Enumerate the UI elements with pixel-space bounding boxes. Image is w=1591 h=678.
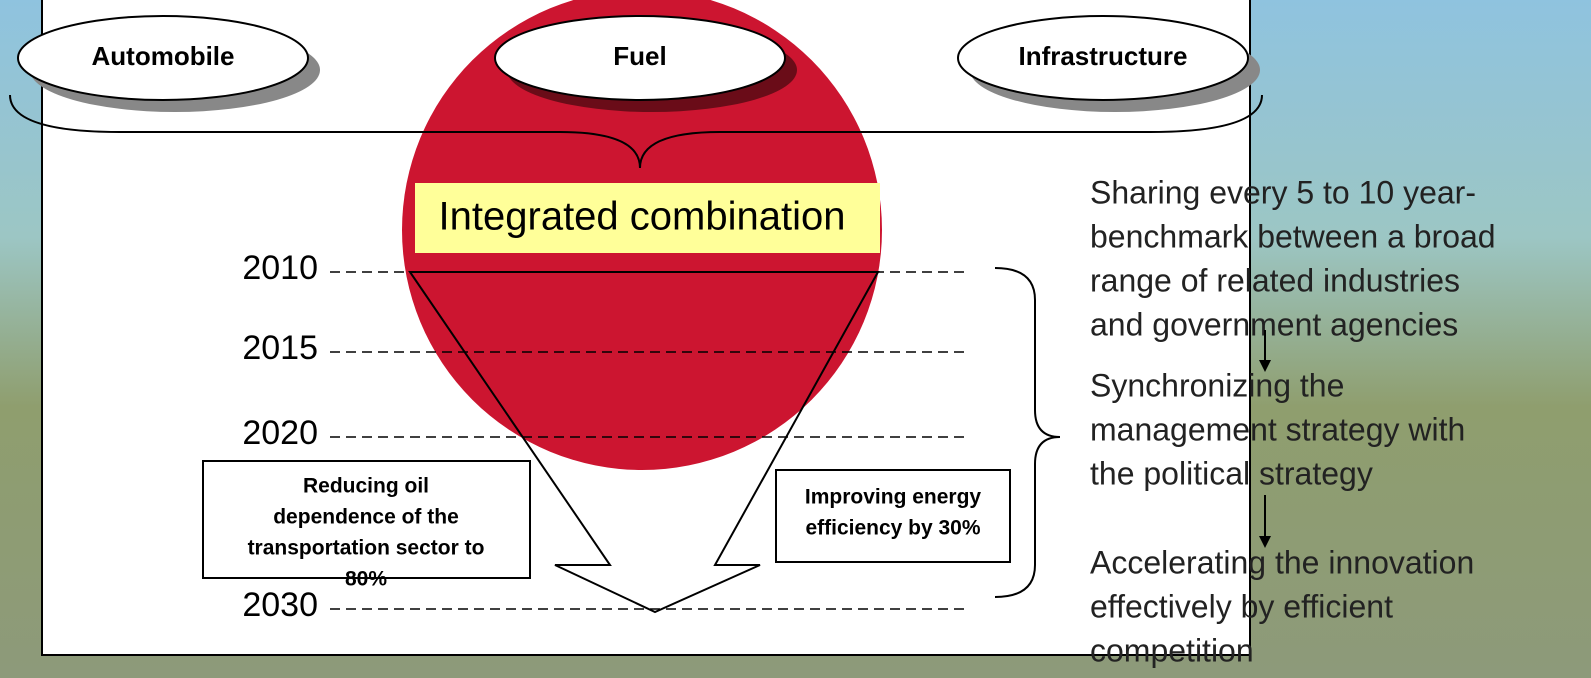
step-arrows bbox=[1259, 330, 1271, 548]
step-text: the political strategy bbox=[1090, 455, 1373, 491]
oval bbox=[957, 15, 1249, 101]
top-brace bbox=[9, 94, 1263, 169]
goal-box bbox=[202, 460, 531, 579]
year-label: 2015 bbox=[242, 329, 318, 367]
step-text: Synchronizing the bbox=[1090, 367, 1344, 403]
oval bbox=[17, 15, 309, 101]
year-label: 2030 bbox=[242, 586, 318, 624]
category-ovals: Automobile Fuel Infrastructure bbox=[17, 15, 1260, 112]
oval bbox=[494, 15, 786, 101]
step-text: Sharing every 5 to 10 year- bbox=[1090, 174, 1476, 210]
step-text: benchmark between a broad bbox=[1090, 218, 1496, 254]
goal-text: efficiency by 30% bbox=[805, 517, 980, 540]
step-text: range of related industries bbox=[1090, 262, 1460, 298]
oval-label: Automobile bbox=[92, 41, 235, 71]
step-text: competition bbox=[1090, 632, 1254, 668]
steps: Sharing every 5 to 10 year-benchmark bet… bbox=[1090, 174, 1496, 668]
goal-text: Reducing oil bbox=[303, 475, 429, 498]
oval-label: Fuel bbox=[613, 41, 666, 71]
year-label: 2010 bbox=[242, 249, 318, 287]
step-text: Accelerating the innovation bbox=[1090, 544, 1474, 580]
step-text: management strategy with bbox=[1090, 411, 1465, 447]
goal-box bbox=[775, 469, 1011, 563]
step-text: effectively by efficient bbox=[1090, 588, 1393, 624]
center-label: Integrated combination bbox=[439, 195, 846, 239]
goal-text: transportation sector to bbox=[248, 537, 485, 560]
goal-text: dependence of the bbox=[273, 506, 459, 529]
arrowhead bbox=[1259, 360, 1271, 372]
oval-label: Infrastructure bbox=[1018, 41, 1187, 71]
year-label: 2020 bbox=[242, 414, 318, 452]
funnel-arrow bbox=[408, 271, 880, 614]
center-box bbox=[415, 183, 880, 253]
right-brace bbox=[994, 267, 1061, 598]
step-text: and government agencies bbox=[1090, 306, 1458, 342]
goals: Reducing oil dependence of the transportat… bbox=[248, 475, 982, 591]
goal-text: Improving energy bbox=[805, 486, 982, 509]
arrowhead bbox=[1259, 536, 1271, 548]
goal-text: 80% bbox=[345, 568, 387, 591]
